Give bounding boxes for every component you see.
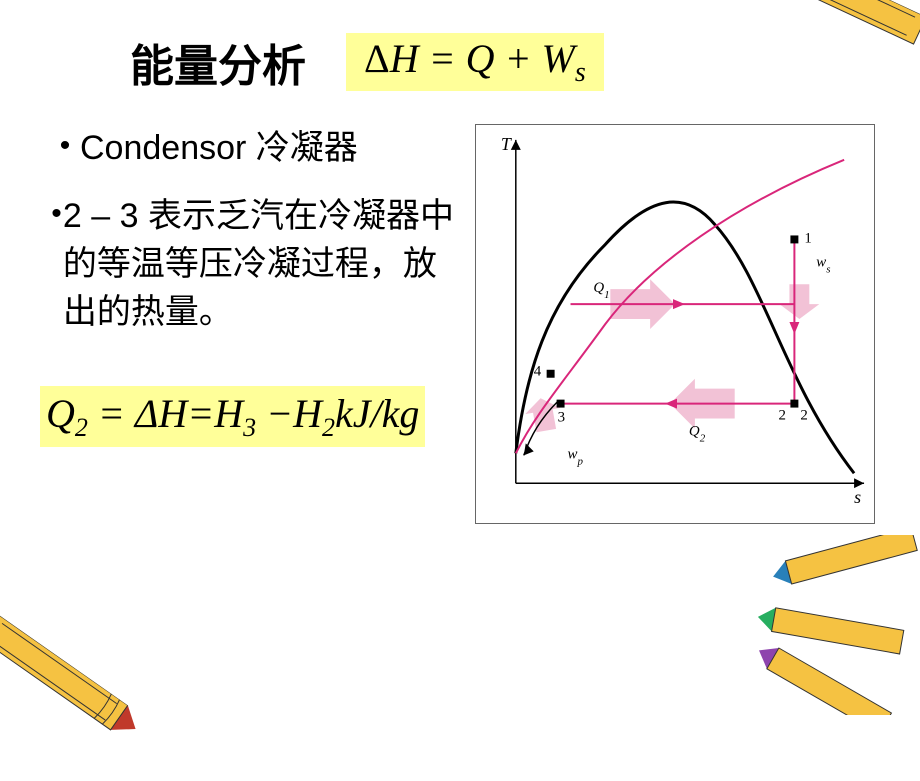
svg-text:2: 2 (800, 408, 807, 424)
label-ws: ws (816, 254, 830, 275)
point-1 (790, 235, 798, 243)
label-q1: Q1 (593, 280, 609, 301)
point-4 (547, 370, 555, 378)
point-2 (790, 400, 798, 408)
svg-text:2: 2 (778, 408, 785, 424)
formula-delta-h: ΔH = Q + Ws (346, 33, 604, 91)
bullet-2: 2 – 3 表示乏汽在冷凝器中的等温等压冷凝过程，放出的热量。 (63, 192, 465, 336)
ts-diagram: T s (475, 124, 875, 524)
bullet-dot: • (50, 124, 80, 172)
label-wp: wp (568, 446, 584, 467)
bullet-1: Condensor 冷凝器 (80, 124, 358, 172)
label-q2: Q2 (689, 423, 706, 444)
formula-q2: Q2 = ΔH=H3 −H2kJ/kg (40, 386, 425, 447)
svg-text:3: 3 (558, 410, 565, 426)
y-axis-label: T (501, 134, 513, 154)
svg-text:1: 1 (804, 230, 811, 246)
crayon-decoration-br (750, 535, 920, 720)
slide-title: 能量分析 (130, 30, 306, 94)
point-3 (557, 400, 565, 408)
bullet-dot: • (50, 192, 63, 336)
saturation-dome (516, 202, 854, 473)
text-column: • Condensor 冷凝器 • 2 – 3 表示乏汽在冷凝器中的等温等压冷凝… (30, 124, 465, 524)
svg-text:4: 4 (534, 364, 542, 380)
flow-arrow-ws (779, 284, 819, 319)
crayon-decoration-bl (0, 614, 161, 781)
x-axis-label: s (854, 487, 861, 507)
